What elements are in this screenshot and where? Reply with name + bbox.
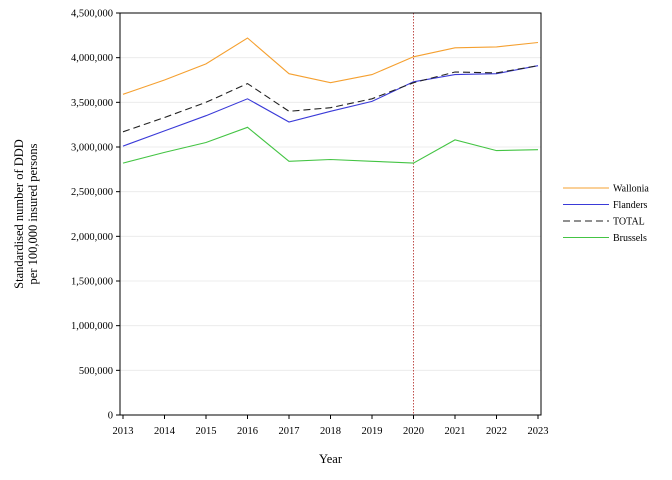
x-tick-label: 2019: [362, 426, 383, 437]
series-line-total: [122, 65, 539, 133]
y-axis-title-line-2: per 100,000 insured persons: [26, 143, 40, 284]
x-tick-label: 2013: [113, 426, 134, 437]
x-tick-label: 2018: [320, 426, 341, 437]
x-tick-label: 2017: [279, 426, 300, 437]
legend-label-brussels: Brussels: [613, 233, 647, 244]
series-line-flanders: [122, 65, 539, 147]
gridlines: [120, 57, 541, 371]
series-lines: [122, 37, 539, 164]
y-tick-label: 4,500,000: [71, 9, 113, 20]
x-tick-label: 2023: [528, 426, 549, 437]
series-line-wallonia: [122, 37, 539, 95]
x-tick-label: 2021: [445, 426, 466, 437]
x-axis-title: Year: [319, 452, 343, 466]
y-tick-label: 4,000,000: [71, 53, 113, 64]
y-tick-label: 1,500,000: [71, 277, 113, 288]
legend-label-wallonia: Wallonia: [613, 184, 649, 195]
y-tick-label: 3,500,000: [71, 98, 113, 109]
y-tick-label: 2,500,000: [71, 187, 113, 198]
legend-label-flanders: Flanders: [613, 200, 648, 211]
x-axis: 2013 2014 2015 2016 2017 2018 2019 2020 2021 2022…: [113, 415, 549, 437]
series-line-brussels: [122, 126, 539, 164]
legend-label-total: TOTAL: [613, 217, 645, 228]
legend: Wallonia Flanders TOTAL Brussels: [563, 184, 649, 244]
x-tick-label: 2022: [486, 426, 507, 437]
y-axis-title: Standardised number of DDD per 100,000 i…: [12, 139, 40, 289]
x-tick-label: 2020: [403, 426, 424, 437]
y-tick-label: 500,000: [79, 366, 113, 377]
y-axis: 0 500,000 1,000,000 1,500,000 2,000,000 2,500…: [71, 9, 120, 422]
x-tick-label: 2015: [196, 426, 217, 437]
y-tick-label: 1,000,000: [71, 321, 113, 332]
y-tick-label: 2,000,000: [71, 232, 113, 243]
y-axis-title-line-1: Standardised number of DDD: [12, 139, 26, 289]
x-tick-label: 2014: [154, 426, 176, 437]
y-tick-label: 3,000,000: [71, 143, 113, 154]
y-tick-label: 0: [108, 411, 113, 422]
x-tick-label: 2016: [237, 426, 258, 437]
